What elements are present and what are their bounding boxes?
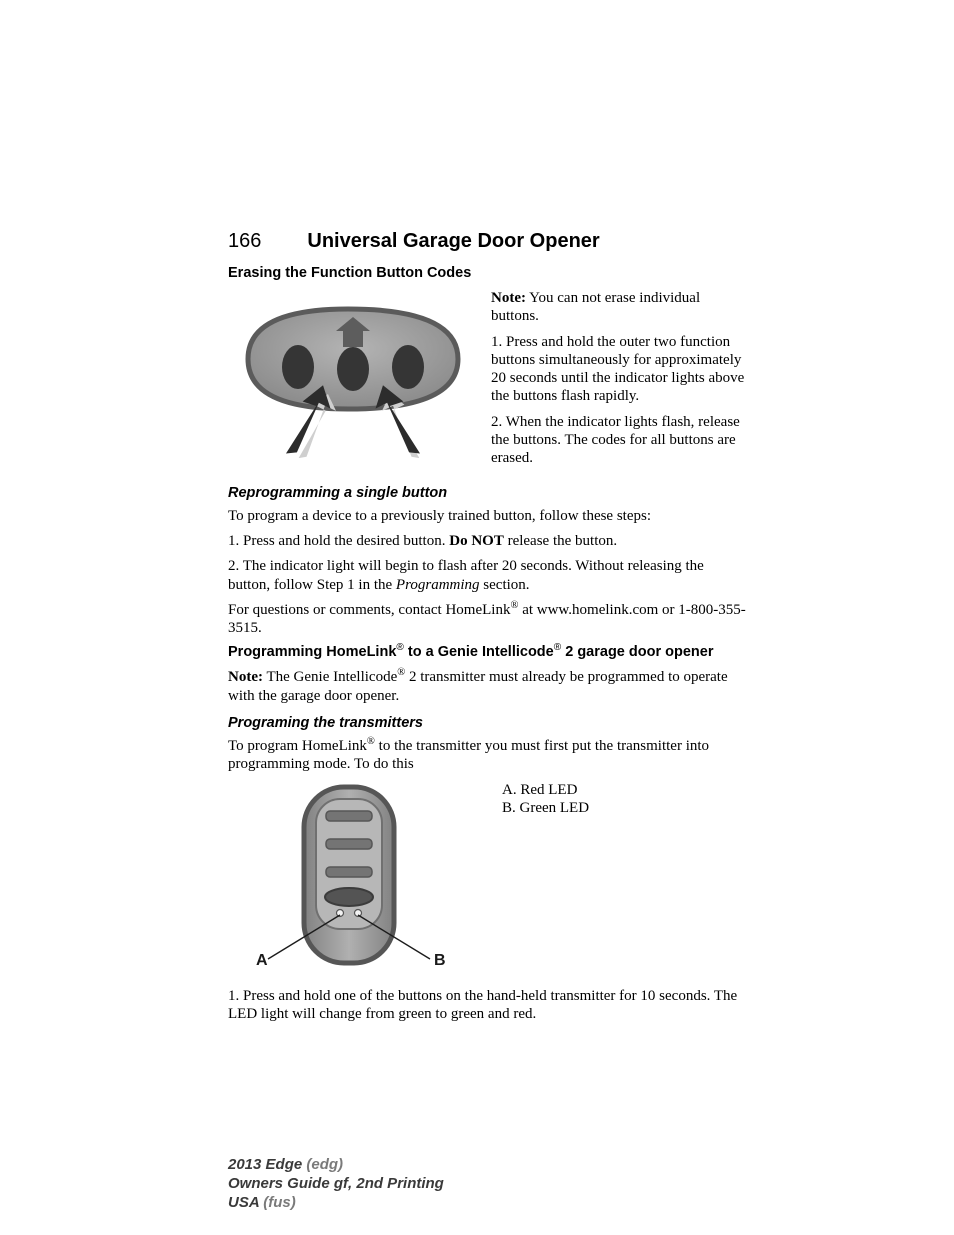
figure-homelink-panel — [228, 289, 473, 459]
section4-step1: 1. Press and hold one of the buttons on … — [228, 987, 748, 1024]
s2-contact-pre: For questions or comments, contact HomeL… — [228, 602, 510, 618]
section4-intro: To program HomeLink® to the transmitter … — [228, 737, 748, 774]
homelink-panel-svg — [228, 289, 473, 459]
page-header: 166 Universal Garage Door Opener — [228, 230, 748, 253]
subsection-heading-reprogramming: Reprogramming a single button — [228, 485, 748, 501]
s2-step1-post: release the button. — [504, 533, 617, 549]
reg-mark: ® — [396, 643, 403, 654]
s2-step2-italic: Programming — [396, 577, 480, 593]
subsection-heading-transmitters: Programing the transmitters — [228, 715, 748, 731]
s3-note-pre: The Genie Intellicode — [263, 669, 397, 685]
note-label: Note: — [228, 669, 263, 685]
section-heading-erasing: Erasing the Function Button Codes — [228, 265, 748, 281]
section2-step2: 2. The indicator light will begin to fla… — [228, 557, 748, 594]
footer-line3: USA (fus) — [228, 1194, 444, 1213]
footer-code2: (fus) — [263, 1194, 296, 1211]
section2-contact: For questions or comments, contact HomeL… — [228, 601, 748, 638]
footer-model: 2013 Edge — [228, 1156, 306, 1173]
section1-body: Note: You can not erase individual butto… — [228, 289, 748, 475]
page-number: 166 — [228, 230, 261, 253]
figure-transmitter: A B — [246, 781, 452, 981]
label-A: A — [256, 952, 268, 969]
section3-note: Note: The Genie Intellicode® 2 transmitt… — [228, 668, 748, 705]
page-content: 166 Universal Garage Door Opener Erasing… — [228, 230, 748, 1030]
footer-code: (edg) — [306, 1156, 343, 1173]
s2-step1-bold: Do NOT — [449, 533, 504, 549]
s2-step1-pre: 1. Press and hold the desired button. — [228, 533, 449, 549]
page-footer: 2013 Edge (edg) Owners Guide gf, 2nd Pri… — [228, 1156, 444, 1212]
chapter-title: Universal Garage Door Opener — [307, 230, 599, 253]
reg-mark: ® — [367, 736, 375, 747]
figure2-block: A B A. Red LED B. Green LED — [228, 781, 748, 981]
s3-h-post: 2 garage door opener — [561, 644, 713, 660]
s3-h-pre: Programming HomeLink — [228, 644, 396, 660]
footer-region: USA — [228, 1194, 263, 1211]
footer-line2: Owners Guide gf, 2nd Printing — [228, 1175, 444, 1194]
footer-line1: 2013 Edge (edg) — [228, 1156, 444, 1175]
note-label: Note: — [491, 290, 526, 306]
section2-intro: To program a device to a previously trai… — [228, 507, 748, 525]
transmitter-svg: A B — [246, 781, 452, 981]
section-heading-genie: Programming HomeLink® to a Genie Intelli… — [228, 644, 748, 660]
s4-intro-pre: To program HomeLink — [228, 738, 367, 754]
label-B: B — [434, 952, 446, 969]
section2-step1: 1. Press and hold the desired button. Do… — [228, 532, 748, 550]
s3-h-mid: to a Genie Intellicode — [404, 644, 554, 660]
s2-step2-post: section. — [480, 577, 530, 593]
